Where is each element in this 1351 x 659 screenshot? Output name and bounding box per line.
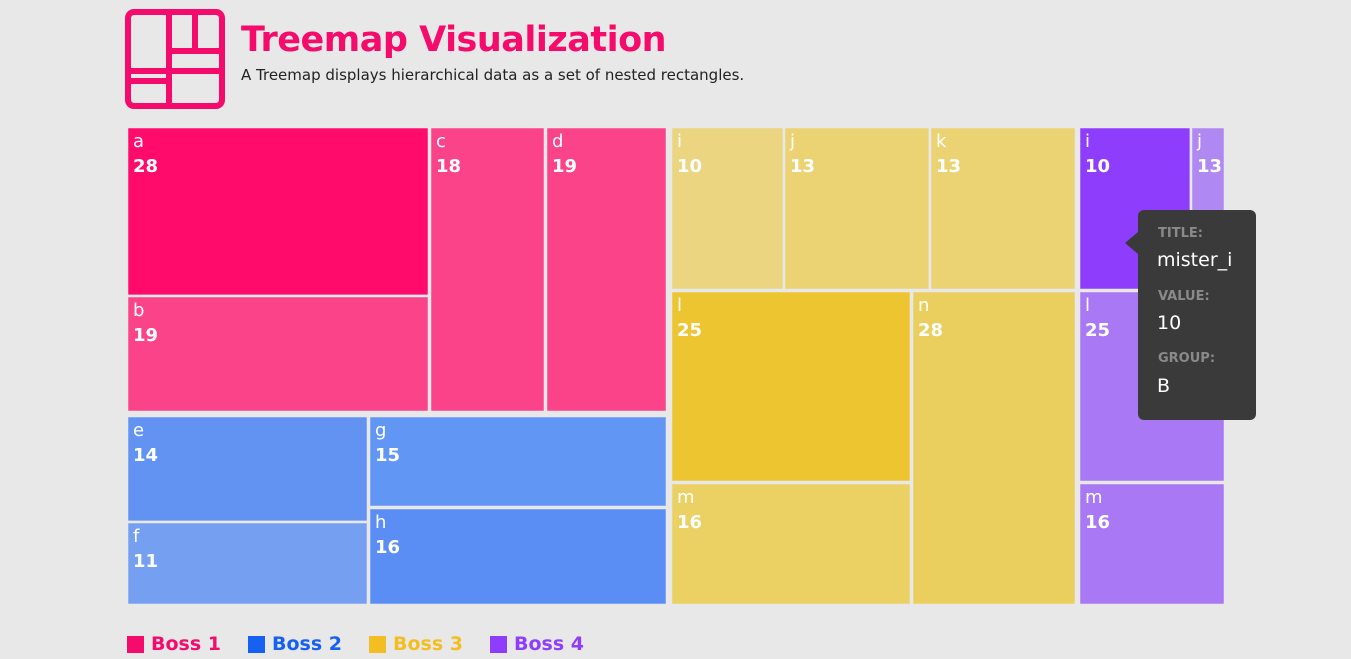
treemap-cell-name: c [436, 131, 446, 152]
tooltip: TITLE: mister_i VALUE: 10 GROUP: B [1125, 210, 1256, 420]
treemap-rect[interactable] [910, 289, 1078, 607]
treemap-cell-d[interactable]: d 19 [544, 125, 669, 414]
treemap-cell-name: m [677, 487, 695, 508]
treemap-cell-value: 16 [677, 512, 702, 533]
treemap-cell-l[interactable]: l 25 [669, 289, 913, 484]
tooltip-group-label: GROUP: [1158, 351, 1216, 366]
treemap-rect[interactable] [1077, 481, 1227, 607]
treemap-cell-value: 16 [1085, 512, 1110, 533]
treemap-cell-i[interactable]: i 10 [669, 125, 786, 292]
treemap-cell-name: n [918, 295, 929, 316]
treemap-rect[interactable] [367, 414, 669, 509]
header: Treemap Visualization A Treemap displays… [125, 9, 1025, 109]
treemap-cell-name: e [133, 420, 144, 441]
page-title: Treemap Visualization [241, 20, 667, 60]
treemap-cell-name: a [133, 131, 144, 152]
treemap-cell-value: 25 [1085, 320, 1110, 341]
treemap-rect[interactable] [125, 294, 431, 414]
treemap-cell-value: 19 [133, 325, 158, 346]
treemap-rect[interactable] [125, 520, 370, 607]
treemap-cell-value: 13 [790, 156, 815, 177]
legend-item-boss-3[interactable]: Boss 3 [369, 633, 463, 655]
treemap-rect[interactable] [428, 125, 547, 414]
treemap-cell-value: 14 [133, 445, 158, 466]
treemap-cell-name: g [375, 420, 386, 441]
treemap-cell-name: l [1085, 295, 1090, 316]
treemap-cell-k[interactable]: k 13 [928, 125, 1078, 292]
treemap-cell-value: 11 [133, 551, 158, 572]
legend-item-boss-2[interactable]: Boss 2 [248, 633, 342, 655]
treemap-cell-name: m [1085, 487, 1103, 508]
treemap-cell-f[interactable]: f 11 [125, 520, 370, 607]
treemap-cell-name: f [133, 526, 140, 547]
treemap-cell-m[interactable]: m 16 [1077, 481, 1227, 607]
treemap-cell-name: d [552, 131, 563, 152]
page-subtitle: A Treemap displays hierarchical data as … [241, 66, 745, 84]
treemap-cell-value: 16 [375, 537, 400, 558]
treemap-cell-name: j [789, 131, 795, 152]
treemap-cell-a[interactable]: a 28 [125, 125, 431, 298]
treemap-logo-icon [125, 9, 225, 109]
treemap-cell-value: 13 [1197, 156, 1222, 177]
legend-item-boss-1[interactable]: Boss 1 [127, 633, 221, 655]
tooltip-value-value: 10 [1157, 312, 1182, 334]
tooltip-group-value: B [1157, 375, 1171, 397]
treemap-cell-value: 25 [677, 320, 702, 341]
tooltip-value-label: VALUE: [1158, 289, 1210, 304]
treemap-cell-name: b [133, 300, 144, 321]
legend-swatch [369, 635, 386, 653]
treemap-cell-m[interactable]: m 16 [669, 481, 913, 607]
treemap-rect[interactable] [928, 125, 1078, 292]
treemap-cell-value: 10 [677, 156, 702, 177]
treemap-cell-g[interactable]: g 15 [367, 414, 669, 509]
treemap-rect[interactable] [125, 414, 370, 524]
treemap-rect[interactable] [782, 125, 932, 292]
treemap-rect[interactable] [669, 481, 913, 607]
treemap-cell-name: h [375, 512, 386, 533]
legend-label: Boss 3 [393, 633, 463, 655]
treemap-cell-name: i [1085, 131, 1090, 152]
legend-swatch [248, 635, 265, 653]
treemap-cell-name: k [936, 131, 947, 152]
treemap-cell-value: 28 [918, 320, 943, 341]
treemap-cell-b[interactable]: b 19 [125, 294, 431, 414]
treemap-cell-name: j [1196, 131, 1202, 152]
legend-item-boss-4[interactable]: Boss 4 [490, 633, 584, 655]
treemap-rect[interactable] [544, 125, 669, 414]
treemap-rect[interactable] [669, 289, 913, 484]
legend-label: Boss 4 [514, 633, 584, 655]
tooltip-title-label: TITLE: [1158, 226, 1203, 241]
legend: Boss 1 Boss 2 Boss 3 Boss 4 [127, 633, 584, 655]
tooltip-title-value: mister_i [1157, 249, 1233, 271]
treemap-cell-n[interactable]: n 28 [910, 289, 1078, 607]
treemap-cell-name: l [677, 295, 682, 316]
treemap-rect[interactable] [125, 125, 431, 298]
treemap-rect[interactable] [669, 125, 786, 292]
tooltip-arrow [1125, 232, 1138, 254]
treemap-cell-e[interactable]: e 14 [125, 414, 370, 524]
treemap-rect[interactable] [367, 506, 669, 607]
legend-label: Boss 1 [151, 633, 221, 655]
treemap-cell-value: 13 [936, 156, 961, 177]
treemap-cell-value: 28 [133, 156, 158, 177]
treemap-cell-value: 18 [436, 156, 461, 177]
treemap-cell-c[interactable]: c 18 [428, 125, 547, 414]
treemap-cell-value: 10 [1085, 156, 1110, 177]
treemap-cell-j[interactable]: j 13 [782, 125, 932, 292]
treemap-cell-value: 19 [552, 156, 577, 177]
legend-label: Boss 2 [272, 633, 342, 655]
legend-swatch [490, 635, 507, 653]
treemap-cell-name: i [677, 131, 682, 152]
treemap-cell-h[interactable]: h 16 [367, 506, 669, 607]
legend-swatch [127, 635, 144, 653]
treemap-cell-value: 15 [375, 445, 400, 466]
